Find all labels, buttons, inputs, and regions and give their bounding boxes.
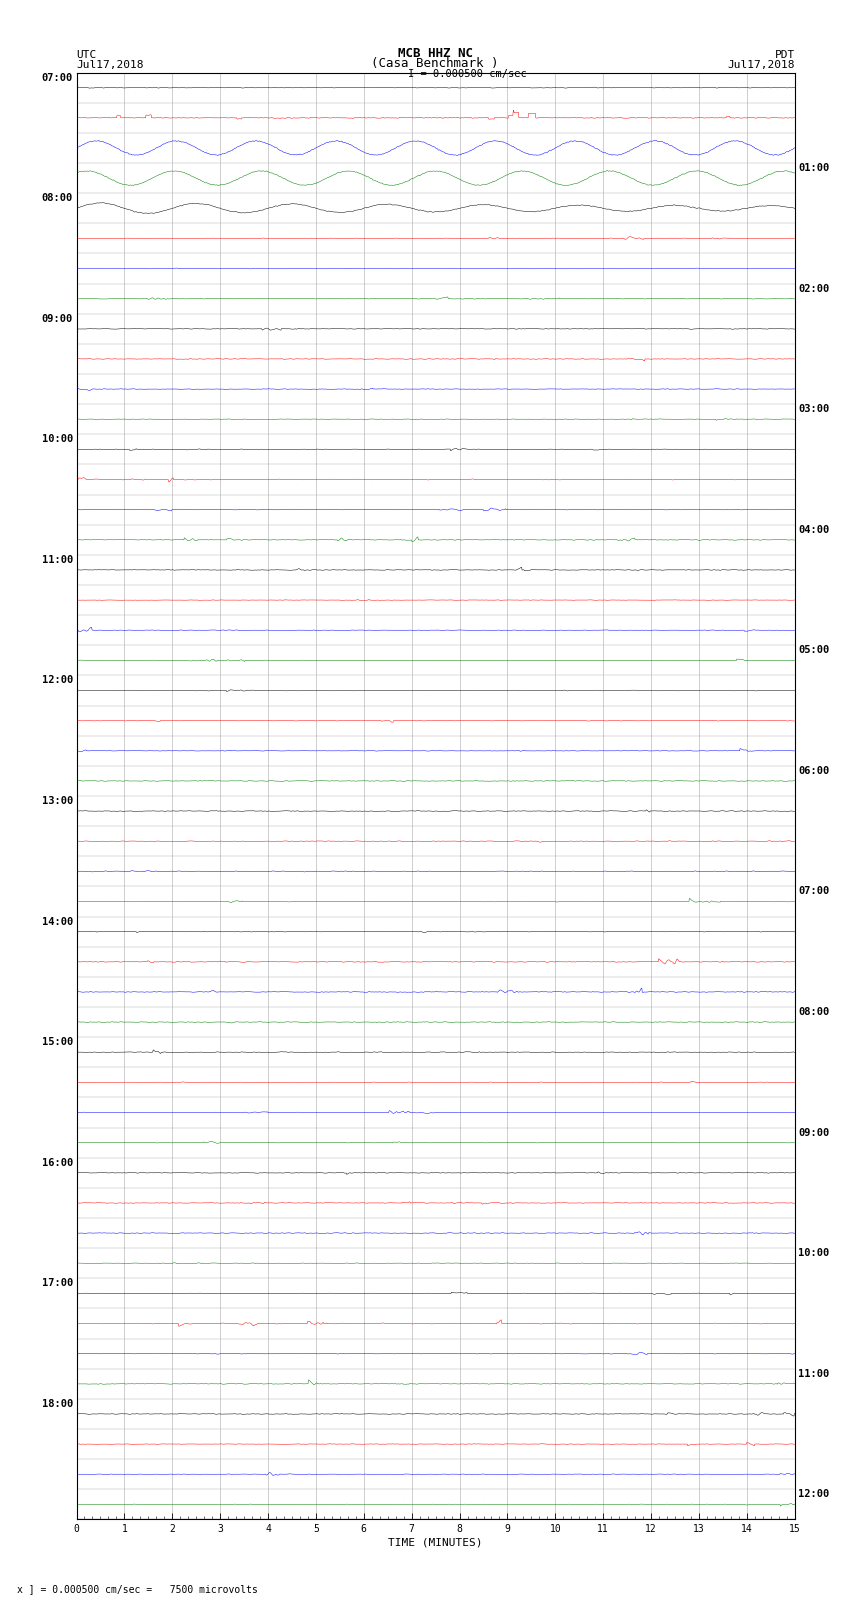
- Text: 01:00: 01:00: [798, 163, 830, 173]
- Text: 11:00: 11:00: [798, 1369, 830, 1379]
- Text: UTC: UTC: [76, 50, 97, 60]
- Text: 06:00: 06:00: [798, 766, 830, 776]
- Text: 05:00: 05:00: [798, 645, 830, 655]
- Text: 07:00: 07:00: [42, 73, 73, 82]
- Text: x ] = 0.000500 cm/sec =   7500 microvolts: x ] = 0.000500 cm/sec = 7500 microvolts: [17, 1584, 258, 1594]
- Text: MCB HHZ NC: MCB HHZ NC: [398, 47, 473, 60]
- Text: 14:00: 14:00: [42, 916, 73, 926]
- Text: 17:00: 17:00: [42, 1277, 73, 1289]
- Text: Jul17,2018: Jul17,2018: [76, 60, 144, 71]
- Text: 07:00: 07:00: [798, 887, 830, 897]
- Text: 08:00: 08:00: [42, 194, 73, 203]
- Text: 04:00: 04:00: [798, 524, 830, 536]
- Text: I = 0.000500 cm/sec: I = 0.000500 cm/sec: [408, 69, 527, 79]
- Text: 18:00: 18:00: [42, 1398, 73, 1408]
- Text: Jul17,2018: Jul17,2018: [728, 60, 795, 71]
- Text: (Casa Benchmark ): (Casa Benchmark ): [371, 56, 499, 71]
- Text: 10:00: 10:00: [42, 434, 73, 444]
- Text: PDT: PDT: [774, 50, 795, 60]
- Text: 10:00: 10:00: [798, 1248, 830, 1258]
- Text: 08:00: 08:00: [798, 1007, 830, 1018]
- Text: 15:00: 15:00: [42, 1037, 73, 1047]
- X-axis label: TIME (MINUTES): TIME (MINUTES): [388, 1537, 483, 1547]
- Text: 09:00: 09:00: [42, 315, 73, 324]
- Text: 12:00: 12:00: [798, 1489, 830, 1500]
- Text: 09:00: 09:00: [798, 1127, 830, 1137]
- Text: 16:00: 16:00: [42, 1158, 73, 1168]
- Text: 02:00: 02:00: [798, 284, 830, 294]
- Text: 13:00: 13:00: [42, 797, 73, 806]
- Text: 12:00: 12:00: [42, 676, 73, 686]
- Text: 03:00: 03:00: [798, 405, 830, 415]
- Text: 11:00: 11:00: [42, 555, 73, 565]
